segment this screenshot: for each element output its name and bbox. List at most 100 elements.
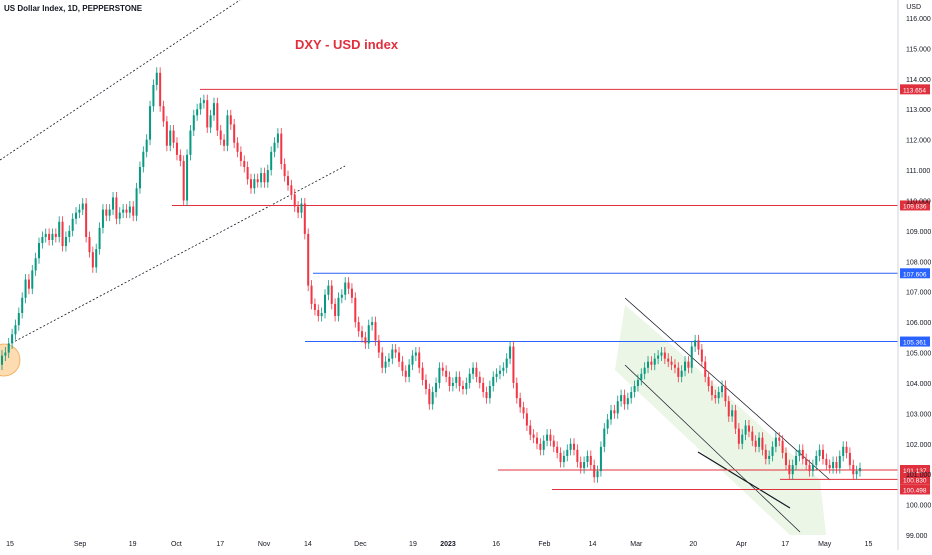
candle-body: [734, 410, 737, 429]
candle-body: [704, 361, 707, 377]
candle-body: [768, 455, 771, 459]
candle-body: [297, 206, 300, 213]
x-tick-label: 20: [689, 541, 697, 548]
candle-body: [202, 100, 205, 104]
y-tick-label: 112.000: [906, 138, 931, 145]
candle-body: [199, 103, 202, 110]
level-label: 113.654: [903, 87, 926, 94]
candle-body: [98, 227, 101, 250]
candle-body: [852, 465, 855, 475]
candle-body: [361, 331, 364, 338]
candle-body: [754, 440, 757, 447]
level-label-bg: [900, 484, 930, 495]
candle-body: [91, 252, 94, 268]
x-tick-label: 2023: [440, 541, 456, 548]
candle-body: [475, 367, 478, 377]
candle-body: [223, 139, 226, 146]
candle-body: [724, 385, 727, 402]
candle-body: [455, 376, 458, 383]
candle-body: [842, 446, 845, 456]
candle-body: [85, 203, 88, 237]
candle-body: [105, 209, 108, 216]
candle-body: [48, 233, 51, 241]
candle-body: [179, 154, 182, 161]
candle-body: [68, 230, 71, 237]
candle-body: [858, 468, 862, 472]
candle-body: [495, 373, 498, 377]
level-lines: 113.654 109.836 107.606 105.361 101.137 100.8…: [172, 84, 930, 495]
candle-body: [320, 312, 323, 317]
candle-body: [169, 130, 172, 146]
candle-body: [431, 392, 434, 405]
dotted-line-lower: [7, 165, 346, 346]
candle-body: [502, 367, 505, 371]
candle-body: [461, 385, 464, 390]
candle-body: [51, 233, 54, 241]
candle-body: [17, 312, 20, 326]
candle-body: [448, 376, 451, 386]
candle-body: [152, 84, 155, 107]
candle-body: [438, 367, 441, 383]
candle-body: [324, 294, 327, 313]
candle-body: [270, 151, 273, 171]
candle-body: [761, 437, 764, 450]
candle-body: [606, 419, 609, 429]
candle-body: [414, 352, 417, 356]
candle-body: [192, 115, 195, 131]
candle-body: [667, 358, 670, 362]
candle-body: [818, 449, 821, 456]
x-tick-label: 14: [304, 541, 312, 548]
candle-body: [657, 355, 660, 359]
x-tick-label: 16: [492, 541, 500, 548]
x-tick-label: Feb: [538, 541, 550, 548]
candles: [0, 67, 862, 483]
candle-body: [663, 352, 666, 359]
x-tick-label: 15: [865, 541, 873, 548]
y-tick-label: 116.000: [906, 16, 931, 23]
candle-body: [122, 209, 125, 213]
candle-body: [620, 395, 623, 402]
candle-body: [162, 106, 165, 122]
candle-body: [226, 115, 229, 146]
candle-body: [441, 367, 444, 371]
candle-body: [855, 471, 858, 475]
candle-body: [458, 376, 461, 386]
x-tick-label: Sep: [74, 541, 87, 548]
candle-body: [21, 297, 24, 313]
candle-body: [556, 446, 559, 453]
level-label: 107.606: [903, 271, 927, 278]
x-tick-label: Dec: [354, 541, 367, 548]
candle-body: [371, 322, 374, 326]
candle-body: [764, 449, 767, 459]
candle-body: [640, 373, 643, 380]
candle-body: [310, 285, 313, 304]
candle-body: [219, 130, 222, 140]
candle-body: [610, 410, 613, 420]
candle-body: [599, 446, 602, 472]
candle-body: [11, 334, 14, 344]
axis-unit: USD: [906, 4, 921, 11]
candle-body: [603, 428, 606, 447]
y-tick-label: 109.000: [906, 229, 931, 236]
level-label-bg: [900, 84, 930, 95]
candle-body: [758, 437, 761, 447]
candle-body: [38, 243, 41, 259]
candle-body: [364, 337, 367, 344]
candle-body: [778, 437, 781, 441]
candle-body: [451, 382, 454, 386]
candle-body: [616, 401, 619, 414]
candle-body: [209, 115, 212, 128]
candle-body: [249, 179, 252, 189]
level-label: 109.836: [903, 203, 927, 210]
candle-body: [832, 462, 835, 469]
candle-body: [283, 163, 286, 177]
level-label: 101.137: [903, 468, 927, 475]
candle-body: [630, 392, 633, 399]
candle-body: [613, 410, 616, 414]
time-axis: 15 Sep 19 Oct 17 Nov 14 Dec 19 2023 16 Feb 14 Mar 20 Ap…: [6, 541, 872, 548]
candle-body: [791, 465, 794, 475]
candle-body: [643, 367, 646, 374]
candle-body: [535, 437, 538, 444]
candle-body: [327, 285, 330, 295]
